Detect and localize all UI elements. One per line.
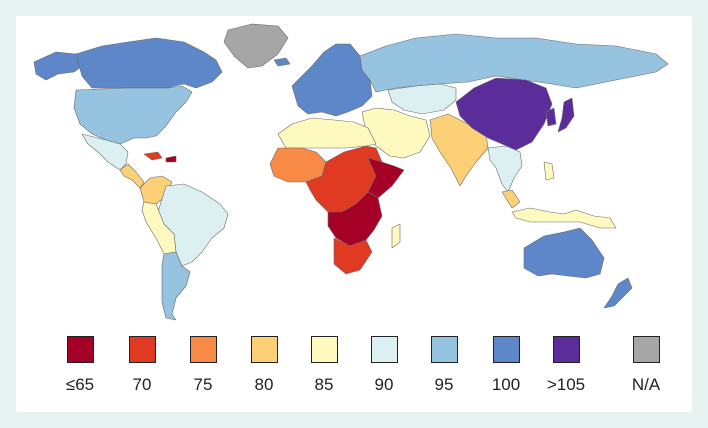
- legend-label: 95: [434, 375, 454, 394]
- legend-swatch: [492, 336, 520, 363]
- region-south-africa: [333, 237, 373, 275]
- legend-item: >105: [536, 336, 596, 395]
- region-central-asia: [387, 83, 457, 115]
- region-south-asia: [429, 113, 489, 187]
- region-russia: [359, 33, 669, 93]
- legend-swatch: [66, 336, 94, 363]
- region-argentina: [161, 251, 191, 321]
- legend-item: 90: [354, 336, 414, 395]
- legend-swatch: [632, 336, 660, 363]
- region-north-africa: [277, 117, 377, 149]
- region-central-america: [119, 163, 145, 189]
- legend-item: 75: [173, 336, 233, 395]
- world-map: [33, 23, 669, 321]
- region-japan: [557, 97, 575, 133]
- region-canada: [75, 37, 223, 89]
- legend-item: N/A: [616, 336, 676, 395]
- region-iceland: [273, 57, 291, 67]
- region-australia: [523, 227, 605, 279]
- region-malaysia: [501, 189, 521, 209]
- region-usa: [73, 85, 193, 145]
- region-southern-africa: [327, 191, 383, 247]
- region-alaska: [33, 51, 83, 81]
- legend-swatch: [310, 336, 338, 363]
- legend-label: 75: [193, 375, 213, 394]
- region-east-africa: [367, 157, 405, 199]
- legend-item: 85: [294, 336, 354, 395]
- legend-label: 85: [314, 375, 334, 394]
- legend: ≤65 70 75 80 85 90 95 100 >105 N/A: [16, 336, 692, 406]
- legend-label: 100: [491, 375, 521, 394]
- legend-label: N/A: [631, 375, 661, 394]
- legend-swatch: [370, 336, 398, 363]
- legend-item: 70: [112, 336, 172, 395]
- region-caribbean-b: [165, 155, 177, 163]
- region-southeast-asia: [487, 145, 523, 193]
- map-frame: ≤65 70 75 80 85 90 95 100 >105 N/A: [16, 16, 692, 412]
- legend-label: 80: [254, 375, 274, 394]
- region-greenland: [223, 23, 289, 69]
- legend-swatch: [250, 336, 278, 363]
- legend-label: ≤65: [65, 375, 95, 394]
- region-madagascar: [391, 223, 401, 249]
- legend-label: >105: [546, 375, 586, 394]
- legend-swatch: [189, 336, 217, 363]
- legend-item: ≤65: [50, 336, 110, 395]
- legend-item: 80: [234, 336, 294, 395]
- region-philippines: [543, 161, 555, 181]
- region-new-zealand: [603, 277, 633, 309]
- region-caribbean-a: [143, 151, 163, 161]
- region-korea: [545, 107, 557, 127]
- region-west-africa: [269, 147, 327, 183]
- region-indonesia: [511, 207, 617, 229]
- legend-swatch: [128, 336, 156, 363]
- legend-label: 90: [374, 375, 394, 394]
- legend-label: 70: [132, 375, 152, 394]
- legend-swatch: [552, 336, 580, 363]
- region-europe: [291, 43, 373, 117]
- legend-item: 95: [414, 336, 474, 395]
- region-mexico: [81, 133, 129, 171]
- legend-item: 100: [476, 336, 536, 395]
- legend-swatch: [430, 336, 458, 363]
- region-china: [455, 77, 553, 151]
